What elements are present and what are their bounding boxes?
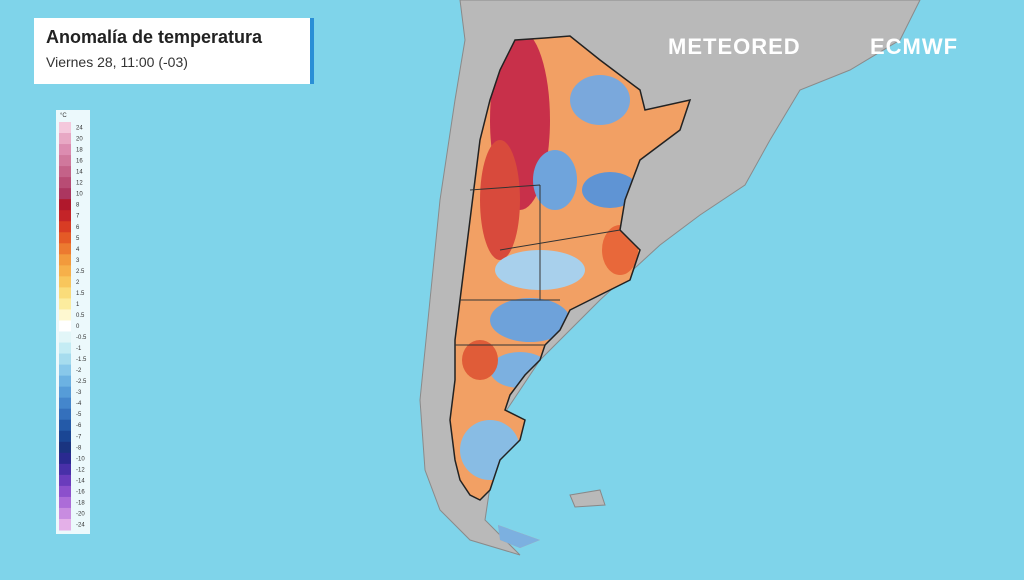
legend-tick-label: 7	[76, 214, 80, 220]
legend-unit: °C	[60, 113, 67, 119]
legend-swatch	[59, 441, 71, 454]
meteored-logo: METEORED	[668, 34, 801, 59]
legend-tick-label: -1.5	[76, 357, 87, 363]
legend-swatch	[59, 342, 71, 355]
legend-tick-label: -2	[76, 368, 82, 374]
legend-tick-label: -10	[76, 456, 85, 462]
legend-swatch	[59, 397, 71, 410]
legend-swatch	[59, 485, 71, 498]
legend-swatch	[59, 276, 71, 288]
legend-swatch	[59, 353, 71, 366]
legend-tick-label: -1	[76, 346, 82, 352]
legend-swatch	[59, 496, 71, 509]
legend-tick-label: -20	[76, 511, 85, 517]
legend-tick-label: 1.5	[76, 291, 85, 297]
legend-swatch	[59, 188, 71, 200]
legend-swatch	[59, 331, 71, 344]
legend-tick-label: 5	[76, 236, 80, 242]
legend-swatch	[59, 133, 71, 145]
legend-tick-label: 2	[76, 280, 80, 286]
legend-tick-label: -14	[76, 478, 85, 484]
legend-tick-label: -16	[76, 489, 85, 495]
legend-swatch	[59, 309, 71, 321]
malvinas	[569, 489, 606, 508]
legend-tick-label: -5	[76, 412, 82, 418]
legend-tick-label: 1	[76, 302, 80, 308]
ecmwf-logo: ECMWF	[870, 34, 959, 59]
legend-tick-label: -7	[76, 434, 82, 440]
legend-swatch	[59, 254, 71, 266]
legend-swatch	[59, 287, 71, 299]
legend-swatch	[59, 122, 71, 134]
legend-swatch	[59, 386, 71, 399]
legend-tick-label: -2.5	[76, 379, 87, 385]
legend-swatch	[59, 210, 71, 222]
legend-tick-label: 0.5	[76, 313, 85, 319]
legend-swatch	[59, 474, 71, 487]
legend-swatch	[59, 144, 71, 156]
legend-swatch	[59, 298, 71, 310]
legend-swatch	[59, 430, 71, 443]
legend-tick-label: 6	[76, 225, 80, 231]
legend-swatch	[59, 320, 71, 333]
legend-tick-label: -12	[76, 467, 85, 473]
legend-swatch	[59, 155, 71, 167]
legend-tick-label: -4	[76, 401, 82, 407]
legend-tick-label: 16	[76, 159, 83, 165]
legend-tick-label: -3	[76, 390, 82, 396]
province-borders	[455, 184, 621, 346]
legend-swatch	[59, 419, 71, 432]
legend-swatch	[59, 232, 71, 244]
legend-tick-label: -6	[76, 423, 82, 429]
title-box: Anomalía de temperatura Viernes 28, 11:0…	[34, 18, 314, 84]
legend: °C 24 20 18 16 14 12 10 8 7 6 5 4 3 2.5 2 1.5 1 0.5 0 -0.5 -…	[56, 110, 90, 534]
legend-tick-label: 14	[76, 170, 83, 176]
legend-tick-label: 12	[76, 181, 83, 187]
legend-tick-label: 20	[76, 137, 83, 143]
legend-swatch	[59, 463, 71, 476]
subtitle: Viernes 28, 11:00 (-03)	[46, 54, 188, 70]
legend-tick-label: -0.5	[76, 335, 87, 341]
legend-tick-label: 2.5	[76, 269, 85, 275]
legend-swatch	[59, 177, 71, 189]
legend-tick-label: 18	[76, 148, 83, 154]
legend-swatch	[59, 364, 71, 377]
legend-swatch	[59, 166, 71, 178]
legend-swatch	[59, 243, 71, 255]
legend-swatch	[59, 452, 71, 465]
legend-tick-label: -24	[76, 522, 85, 528]
legend-swatch	[59, 221, 71, 233]
country-border	[449, 35, 692, 501]
legend-swatch	[59, 408, 71, 421]
legend-swatch	[59, 375, 71, 388]
legend-swatch	[59, 199, 71, 211]
title: Anomalía de temperatura	[46, 27, 263, 47]
legend-tick-label: -18	[76, 500, 85, 506]
legend-tick-label: 24	[76, 126, 83, 132]
legend-tick-label: 8	[76, 203, 80, 209]
legend-tick-label: 3	[76, 258, 80, 264]
legend-tick-label: 0	[76, 324, 80, 330]
legend-tick-label: 4	[76, 247, 80, 253]
legend-tick-label: 10	[76, 192, 83, 198]
legend-tick-label: -8	[76, 445, 82, 451]
legend-swatch	[59, 507, 71, 520]
legend-swatch	[59, 518, 71, 531]
legend-swatch	[59, 265, 71, 277]
